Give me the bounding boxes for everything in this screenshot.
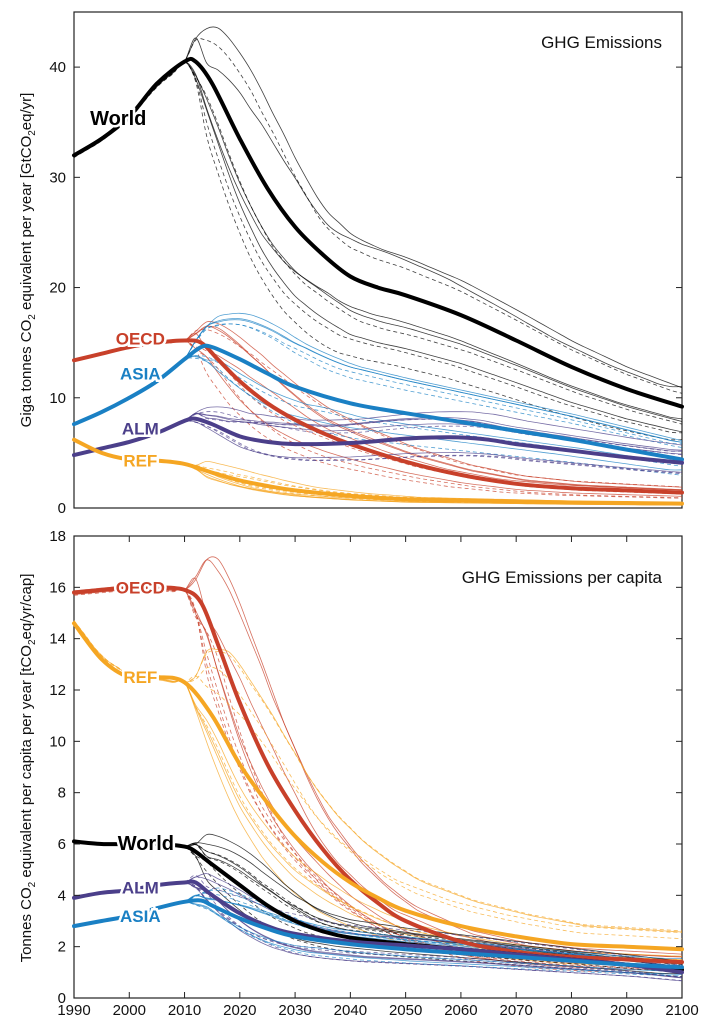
scenario-line-world	[73, 61, 683, 434]
y-axis-label-ghg-emissions: Giga tonnes CO2 equivalent per year [GtC…	[18, 93, 38, 428]
series-line-ref	[72, 437, 684, 506]
y-tick-label: 10	[49, 390, 66, 407]
y-tick-label: 20	[49, 280, 66, 297]
chart-title-ghg-emissions: GHG Emissions	[541, 33, 662, 52]
chart-title-ghg-per-capita: GHG Emissions per capita	[462, 568, 663, 587]
series-lines-ghg-per-capita	[72, 585, 684, 975]
series-labels-ghg-emissions: World OECD ASIA ALM REF	[88, 105, 168, 473]
scenario-line-oecd	[73, 339, 683, 499]
series-label-oecd: OECD	[116, 329, 165, 348]
ghg-emissions-per-capita-panel: 0 2 4 6 8 10 12 14 16 18 1990 2000 2010 2020 2030 2040…	[18, 528, 699, 1016]
y-tick-label: 6	[58, 836, 66, 853]
y-tick-label: 0	[58, 990, 66, 1007]
y-axis-label-ghg-per-capita: Tonnes CO2 equivalent per capita per yea…	[18, 574, 38, 963]
series-line-alm	[72, 416, 684, 465]
x-tick-label: 2060	[444, 1002, 477, 1016]
series-label-world: World	[118, 833, 174, 855]
x-ticks-ghg-per-capita: 1990 2000 2010 2020 2030 2040 2050 2060 2070 2080…	[57, 536, 699, 1016]
series-label-world: World	[90, 108, 146, 130]
plot-frame-ghg-emissions	[73, 11, 683, 509]
series-label-ref: REF	[123, 668, 157, 687]
series-line-world	[72, 56, 684, 409]
y-tick-label: 16	[49, 579, 66, 596]
scenario-line-oecd	[73, 328, 683, 488]
scenario-line-asia	[73, 887, 683, 962]
scenario-line-ref	[73, 624, 683, 961]
series-lines-ghg-emissions	[72, 56, 684, 506]
series-line-ref	[72, 621, 684, 952]
x-tick-label: 2000	[113, 1002, 146, 1016]
series-line-oecd	[72, 338, 684, 495]
scenario-line-alm	[73, 420, 683, 474]
x-tick-label: 2020	[223, 1002, 256, 1016]
scenario-line-world	[73, 61, 683, 425]
y-tick-label: 8	[58, 785, 66, 802]
x-tick-label: 1990	[57, 1002, 90, 1016]
series-line-oecd	[72, 585, 684, 965]
y-tick-label: 10	[49, 733, 66, 750]
scenario-line-world	[73, 61, 683, 422]
scenario-line-ref	[73, 621, 683, 940]
series-label-asia: ASIA	[120, 907, 161, 926]
series-label-oecd: OECD	[116, 578, 165, 597]
y-tick-label: 0	[58, 500, 66, 517]
y-tick-label: 2	[58, 939, 66, 956]
y-ticks-ghg-emissions: 0 10 20 30 40	[49, 59, 682, 517]
scenario-line-oecd	[73, 339, 682, 499]
y-tick-label: 18	[49, 528, 66, 545]
scenario-line-ref	[73, 620, 683, 933]
series-label-alm: ALM	[122, 879, 159, 898]
series-label-alm: ALM	[122, 420, 159, 439]
y-ticks-ghg-per-capita: 0 2 4 6 8 10 12 14 16 18	[49, 528, 682, 1007]
y-tick-label: 40	[49, 59, 66, 76]
x-tick-label: 2080	[555, 1002, 588, 1016]
series-label-asia: ASIA	[120, 365, 161, 384]
x-tick-label: 2040	[334, 1002, 367, 1016]
series-label-ref: REF	[123, 452, 157, 471]
x-tick-label: 2070	[499, 1002, 532, 1016]
series-labels-ghg-per-capita: OECD REF World ALM ASIA	[113, 576, 176, 929]
y-tick-label: 14	[49, 631, 66, 648]
x-tick-label: 2030	[278, 1002, 311, 1016]
y-tick-label: 30	[49, 169, 66, 186]
x-tick-label: 2050	[389, 1002, 422, 1016]
x-tick-label: 2010	[168, 1002, 201, 1016]
series-line-alm	[72, 879, 684, 975]
series-line-asia	[72, 343, 684, 462]
y-tick-label: 4	[58, 887, 66, 904]
plot-frame-ghg-per-capita	[73, 535, 683, 999]
x-tick-label: 2090	[610, 1002, 643, 1016]
ghg-emissions-panel: 0 10 20 30 40 GHG Emissions Giga tonnes CO2 …	[18, 11, 684, 517]
x-tick-label: 2100	[665, 1002, 698, 1016]
y-tick-label: 12	[49, 682, 66, 699]
series-line-asia	[72, 898, 684, 970]
